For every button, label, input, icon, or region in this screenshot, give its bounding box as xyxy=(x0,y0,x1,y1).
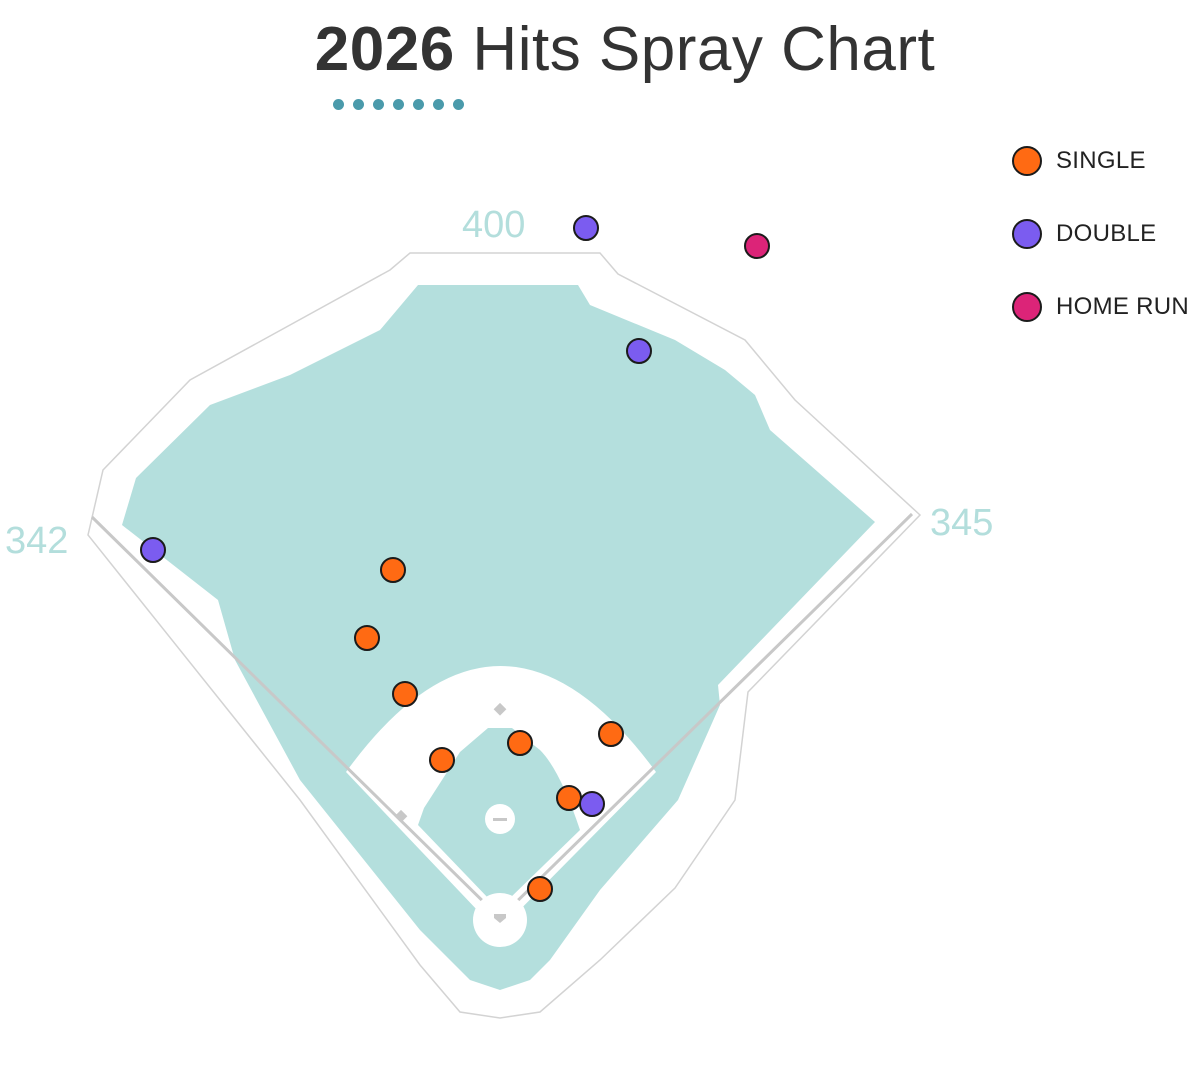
hit-marker-double xyxy=(579,791,605,817)
hit-marker-single xyxy=(527,876,553,902)
pitchers-rubber xyxy=(493,818,507,821)
legend-label: DOUBLE xyxy=(1056,220,1157,247)
hit-markers xyxy=(140,215,770,902)
hit-marker-home-run xyxy=(744,233,770,259)
hit-marker-single xyxy=(556,785,582,811)
legend-item-home-run: HOME RUN xyxy=(1012,289,1189,325)
hit-marker-double xyxy=(140,537,166,563)
hit-marker-single xyxy=(507,730,533,756)
title-year: 2026 xyxy=(314,15,455,84)
hit-marker-single xyxy=(354,625,380,651)
hit-marker-single xyxy=(392,681,418,707)
third-base xyxy=(394,809,408,823)
legend-item-double: DOUBLE xyxy=(1012,216,1189,252)
home-plate xyxy=(494,914,506,923)
legend-swatch-single xyxy=(1012,146,1042,176)
hit-marker-double xyxy=(573,215,599,241)
distance-center-field: 400 xyxy=(462,204,526,246)
right-foul-line xyxy=(498,512,914,920)
hit-marker-single xyxy=(598,721,624,747)
distance-left-field: 342 xyxy=(5,520,69,562)
legend-label: HOME RUN xyxy=(1056,293,1190,320)
field-grass xyxy=(122,285,875,990)
hit-marker-single xyxy=(429,747,455,773)
legend-swatch-double xyxy=(1012,219,1042,249)
hit-marker-double xyxy=(626,338,652,364)
chart-title: 2026 Hits Spray Chart xyxy=(0,14,1200,85)
distance-right-field: 345 xyxy=(930,502,994,544)
legend-label: SINGLE xyxy=(1056,147,1146,174)
legend-item-single: SINGLE xyxy=(1012,143,1189,179)
left-foul-line xyxy=(90,515,502,920)
hit-marker-single xyxy=(380,557,406,583)
title-text: Hits Spray Chart xyxy=(472,15,936,84)
second-base xyxy=(493,702,507,716)
title-underline-dots xyxy=(333,99,464,111)
legend-swatch-home-run xyxy=(1012,292,1042,322)
legend: SINGLE DOUBLE HOME RUN xyxy=(1012,143,1189,362)
